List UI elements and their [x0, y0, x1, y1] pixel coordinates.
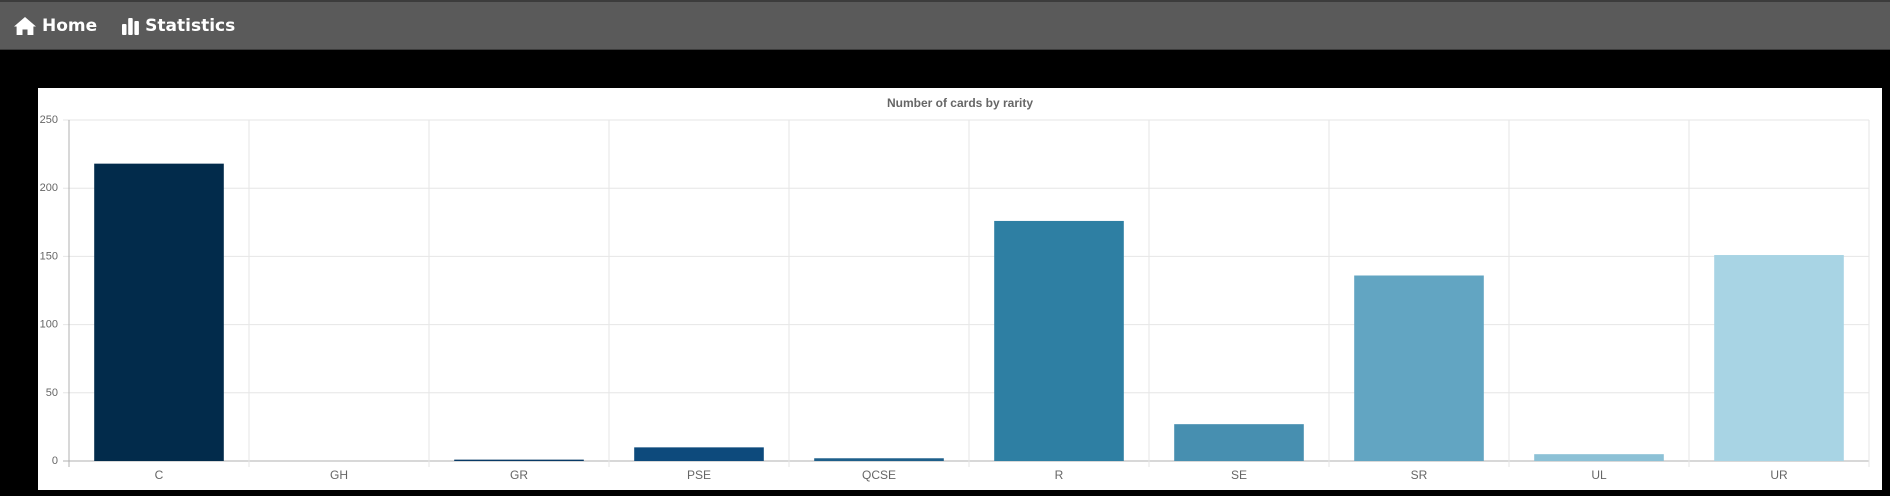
home-icon: [14, 16, 36, 35]
x-tick-label: R: [1055, 468, 1064, 482]
bar-chart-icon: [122, 17, 140, 35]
y-tick-label: 50: [46, 387, 58, 399]
nav-statistics-label: Statistics: [145, 15, 236, 36]
bar-ul[interactable]: [1534, 454, 1664, 461]
bar-r[interactable]: [994, 220, 1124, 461]
y-tick-label: 150: [40, 250, 58, 262]
x-tick-label: UL: [1591, 468, 1607, 482]
y-tick-label: 200: [40, 182, 58, 194]
x-tick-label: QCSE: [862, 468, 896, 482]
nav-statistics[interactable]: Statistics: [121, 16, 235, 36]
bar-sr[interactable]: [1354, 275, 1484, 461]
bar-layer: [94, 163, 1844, 461]
nav-home-label: Home: [42, 15, 98, 36]
y-tick-label: 100: [40, 319, 58, 331]
chart-title: Number of cards by rarity: [887, 96, 1033, 110]
bar-se[interactable]: [1174, 424, 1304, 461]
x-tick-label: GH: [330, 468, 348, 482]
nav-home[interactable]: Home: [13, 16, 97, 36]
x-tick-label: SE: [1231, 468, 1247, 482]
chart-panel: Number of cards by rarity 0 50 100 150 200 25…: [38, 88, 1882, 490]
x-tick-label: PSE: [687, 468, 711, 482]
bar-ur[interactable]: [1714, 255, 1844, 461]
x-tick-label: GR: [510, 468, 528, 482]
y-tick-label: 250: [40, 114, 58, 126]
bar-pse[interactable]: [634, 447, 764, 461]
bar-c[interactable]: [94, 163, 224, 461]
x-tick-label: UR: [1770, 468, 1788, 482]
axis-layer: 0 50 100 150 200 250 C GH GR PSE QCSE R SE SR UL UR: [40, 114, 1788, 482]
y-tick-label: 0: [52, 455, 58, 467]
bar-qcse[interactable]: [814, 458, 944, 461]
x-tick-label: SR: [1411, 468, 1428, 482]
rarity-bar-chart: Number of cards by rarity 0 50 100 150 200 25…: [40, 96, 1870, 482]
top-navbar: Home Statistics: [0, 0, 1890, 50]
x-tick-label: C: [155, 468, 164, 482]
bar-gr[interactable]: [454, 459, 584, 461]
grid-layer: [63, 119, 1870, 467]
